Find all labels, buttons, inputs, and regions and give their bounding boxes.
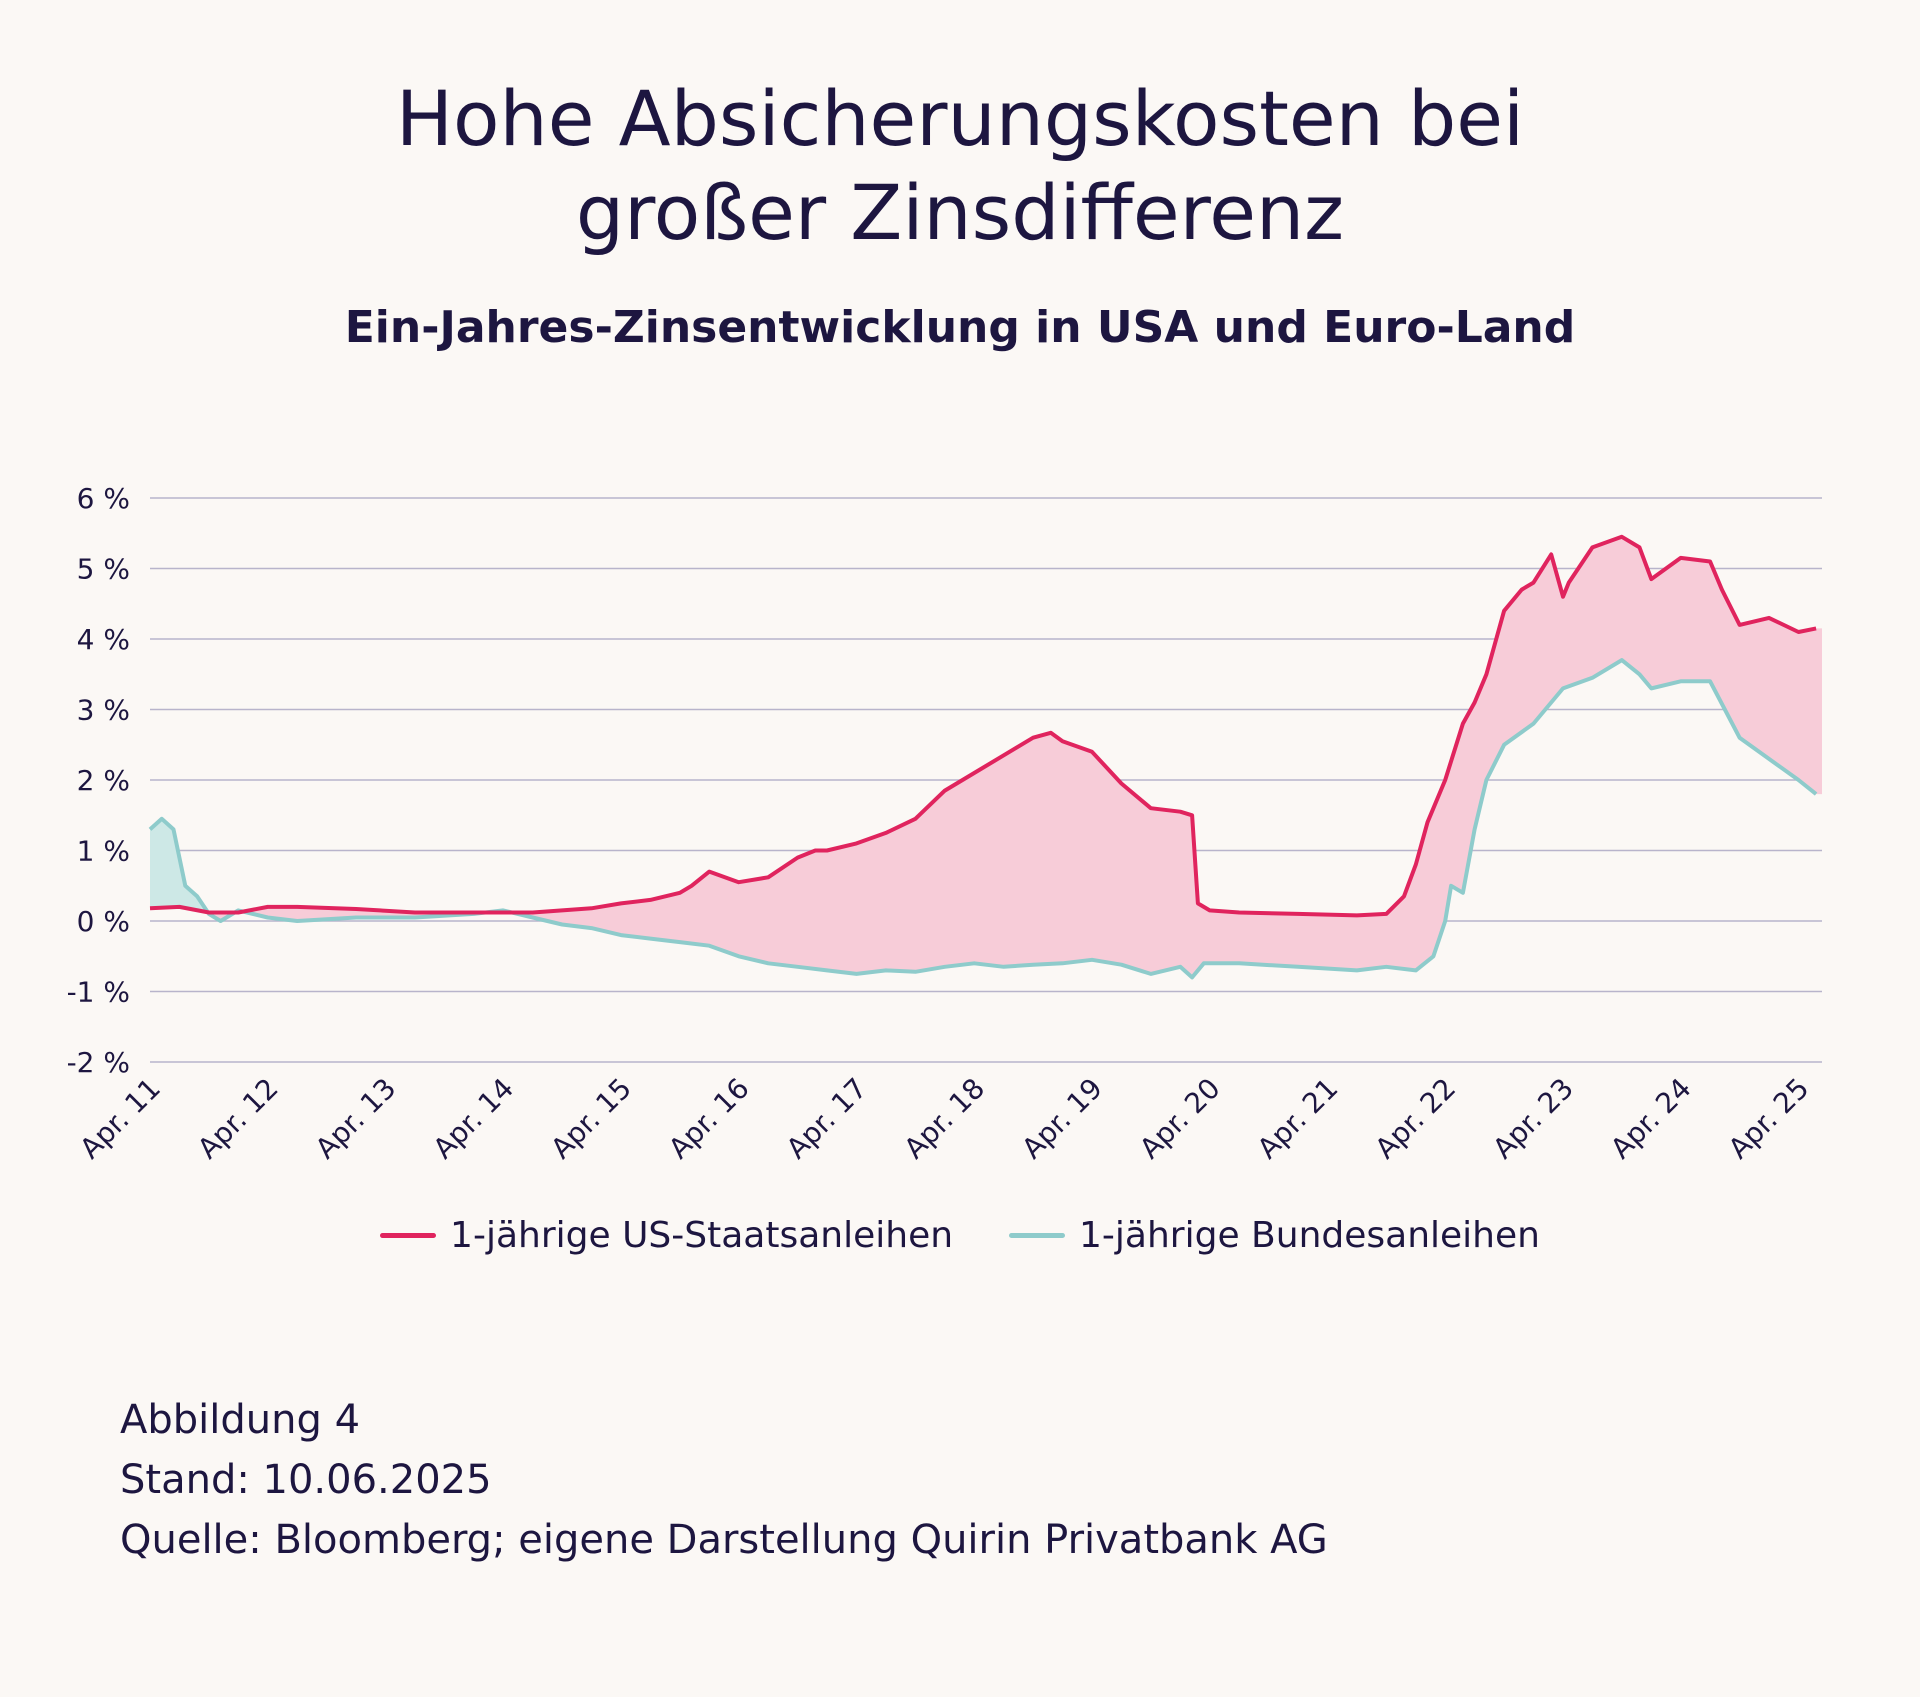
data-date: Stand: 10.06.2025 [120, 1457, 492, 1503]
source-note: Quelle: Bloomberg; eigene Darstellung Qu… [120, 1517, 1328, 1563]
series-line-bundesanleihen [148, 658, 1818, 980]
y-tick-label: 0 % [77, 905, 130, 938]
x-tick-label: Apr. 17 [780, 1072, 874, 1166]
y-tick-label: -2 % [67, 1046, 130, 1079]
line-chart: 6 %5 %4 %3 %2 %1 %0 %-1 %-2 % Apr. 11 Apr… [67, 482, 1822, 1166]
x-tick-label: Apr. 11 [73, 1072, 167, 1166]
y-axis: 6 % 5 % 4 % 3 % 2 % 1 % 0 % -1 % -2 % [67, 482, 130, 1079]
footer-notes: Abbildung 4 Stand: 10.06.2025 Quelle: Bl… [120, 1390, 1328, 1570]
legend-swatch-de [1009, 1233, 1066, 1238]
spread-area [510, 536, 1822, 978]
y-tick-label: 1 % [77, 835, 130, 868]
x-tick-label: Apr. 20 [1133, 1072, 1227, 1166]
x-tick-label: Apr. 12 [191, 1072, 285, 1166]
chart-title: Hohe Absicherungskosten bei großer Zinsd… [0, 72, 1920, 260]
x-tick-label: Apr. 13 [309, 1072, 403, 1166]
legend-swatch-us [380, 1233, 437, 1238]
legend: 1-jährige US-Staatsanleihen 1-jährige Bu… [0, 1215, 1920, 1256]
legend-item-us: 1-jährige US-Staatsanleihen [380, 1215, 953, 1256]
legend-label-de: 1-jährige Bundesanleihen [1079, 1215, 1540, 1256]
series-line-us-staatsanleihen [149, 534, 1817, 918]
y-tick-label: 4 % [77, 623, 130, 656]
x-tick-label: Apr. 21 [1251, 1072, 1345, 1166]
legend-item-de: 1-jährige Bundesanleihen [1009, 1215, 1540, 1256]
x-tick-label: Apr. 16 [662, 1072, 756, 1166]
x-tick-label: Apr. 18 [898, 1072, 992, 1166]
x-tick-label: Apr. 23 [1486, 1072, 1580, 1166]
x-tick-label: Apr. 19 [1015, 1072, 1109, 1166]
x-tick-label: Apr. 25 [1722, 1072, 1816, 1166]
y-tick-label: -1 % [67, 976, 130, 1009]
y-tick-label: 5 % [77, 553, 130, 586]
x-tick-label: Apr. 14 [427, 1072, 521, 1166]
x-tick-label: Apr. 24 [1604, 1072, 1698, 1166]
spread-area [242, 906, 485, 921]
chart-title-line-2: großer Zinsdifferenz [575, 168, 1345, 257]
y-tick-label: 2 % [77, 764, 130, 797]
x-axis: Apr. 11 Apr. 12 Apr. 13 Apr. 14 Apr. 15 Apr. … [73, 1072, 1815, 1166]
chart-subtitle: Ein-Jahres-Zinsentwicklung in USA und Eu… [344, 302, 1576, 353]
y-tick-label: 6 % [77, 482, 130, 515]
series-lines [148, 534, 1818, 980]
chart-title-line-1: Hohe Absicherungskosten bei [395, 74, 1525, 163]
x-tick-label: Apr. 22 [1369, 1072, 1463, 1166]
x-tick-label: Apr. 15 [544, 1072, 638, 1166]
y-tick-label: 3 % [77, 694, 130, 727]
spread-area [150, 819, 208, 913]
legend-label-us: 1-jährige US-Staatsanleihen [450, 1215, 954, 1256]
figure-number: Abbildung 4 [120, 1397, 361, 1443]
